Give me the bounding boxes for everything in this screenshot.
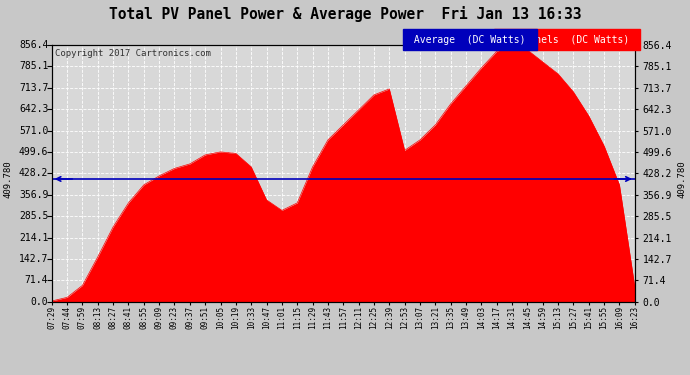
Text: PV Panels  (DC Watts): PV Panels (DC Watts) xyxy=(500,34,635,45)
Text: 356.9: 356.9 xyxy=(19,190,48,200)
Text: 571.0: 571.0 xyxy=(19,126,48,136)
Text: 285.5: 285.5 xyxy=(19,211,48,221)
Text: 642.3: 642.3 xyxy=(19,104,48,114)
Text: 0.0: 0.0 xyxy=(30,297,48,307)
Text: 409.780: 409.780 xyxy=(678,160,687,198)
Text: 856.4: 856.4 xyxy=(19,40,48,50)
Text: 713.7: 713.7 xyxy=(19,83,48,93)
Text: 409.780: 409.780 xyxy=(3,160,12,198)
Text: 499.6: 499.6 xyxy=(19,147,48,157)
Text: Average  (DC Watts): Average (DC Watts) xyxy=(408,34,531,45)
Text: 214.1: 214.1 xyxy=(19,232,48,243)
Text: 71.4: 71.4 xyxy=(25,276,48,285)
Text: 428.2: 428.2 xyxy=(19,168,48,178)
Text: Total PV Panel Power & Average Power  Fri Jan 13 16:33: Total PV Panel Power & Average Power Fri… xyxy=(109,6,581,22)
Text: 785.1: 785.1 xyxy=(19,62,48,71)
Text: 142.7: 142.7 xyxy=(19,254,48,264)
Text: Copyright 2017 Cartronics.com: Copyright 2017 Cartronics.com xyxy=(55,49,211,58)
